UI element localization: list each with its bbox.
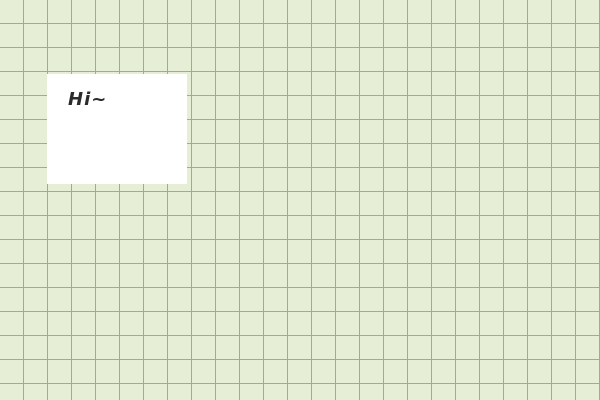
note-text[interactable]: Hi~: [68, 89, 108, 110]
text-note-card[interactable]: Hi~: [47, 74, 187, 184]
